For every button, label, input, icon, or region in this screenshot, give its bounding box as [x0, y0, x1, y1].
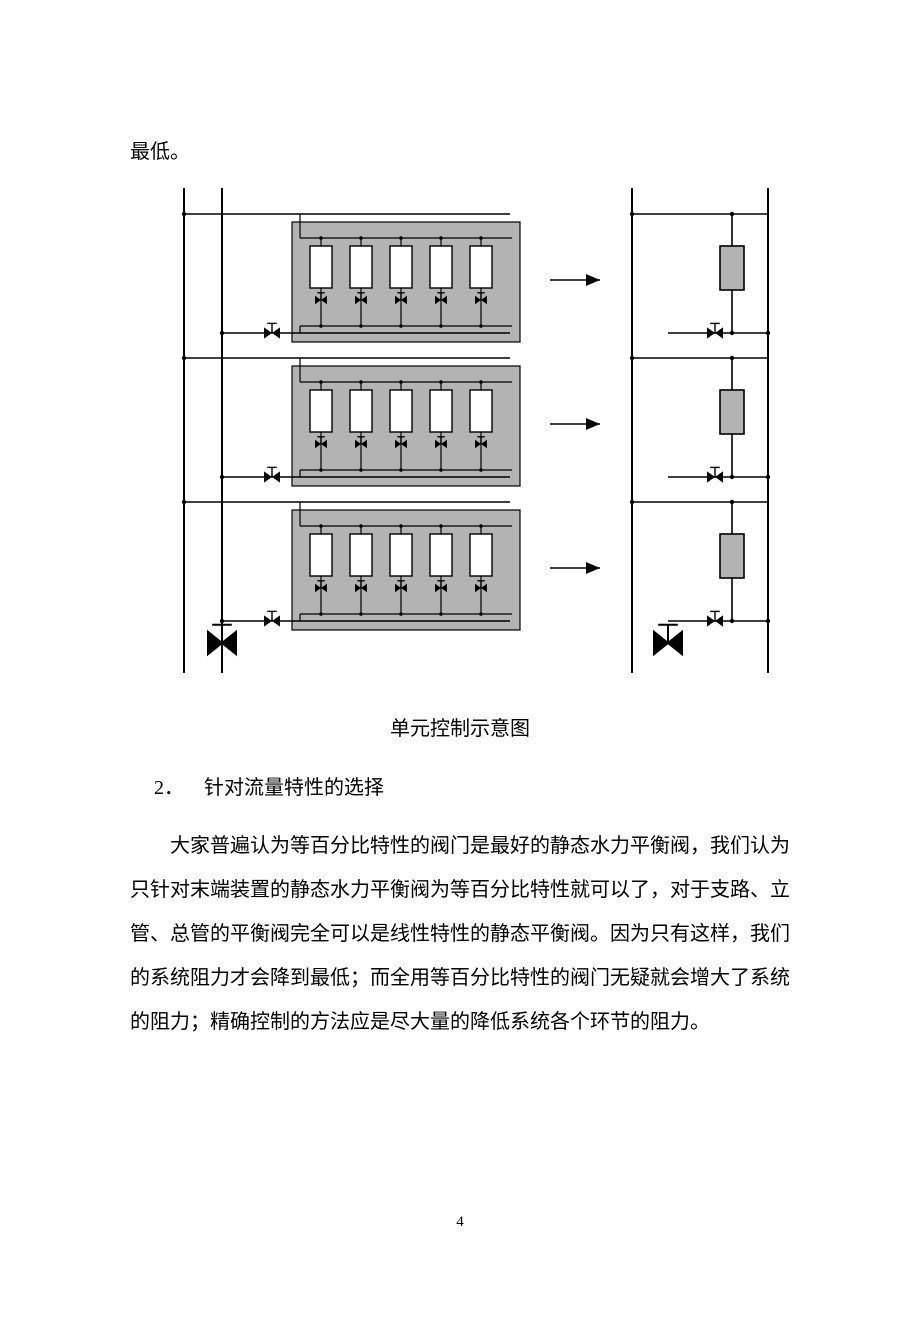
diagram-caption: 单元控制示意图	[130, 712, 790, 741]
section-title: 针对流量特性的选择	[204, 777, 384, 799]
page-number: 4	[130, 1214, 790, 1231]
section-number: 2．	[154, 777, 184, 799]
diagram-container	[130, 188, 790, 688]
body-paragraph: 大家普遍认为等百分比特性的阀门是最好的静态水力平衡阀，我们认为只针对末端装置的静…	[130, 824, 790, 1044]
unit-control-diagram	[140, 188, 780, 688]
leading-line: 最低。	[130, 130, 790, 174]
section-heading: 2． 针对流量特性的选择	[154, 771, 790, 800]
